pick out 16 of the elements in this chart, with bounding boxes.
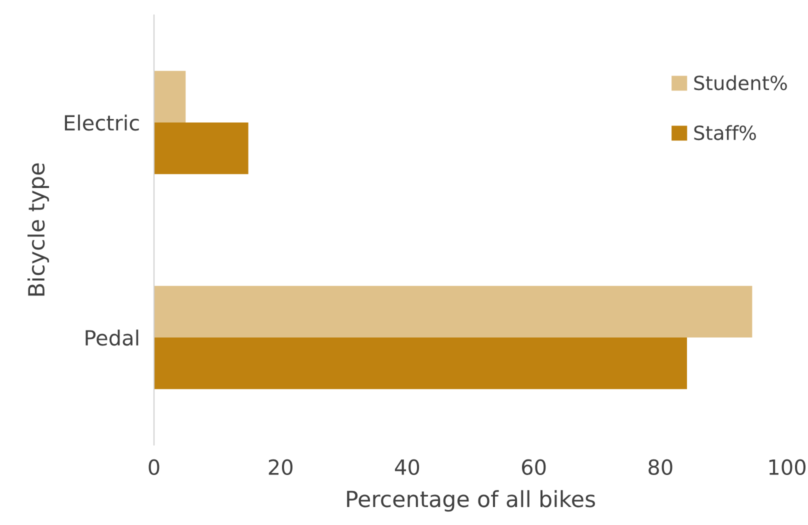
bar [154,70,186,122]
y-tick-label: Electric [64,114,139,131]
x-tick-label: 0 [148,459,160,476]
y-axis-title: Bicycle type [28,163,50,296]
x-tick-label: 20 [268,459,292,476]
bar [154,338,687,390]
x-axis-title: Percentage of all bikes [347,490,595,512]
y-tick-label: Pedal [86,330,138,346]
x-tick-label: 100 [769,459,806,476]
x-tick-label: 40 [394,459,420,476]
legend-label: Staff% [694,125,756,140]
bar [154,286,752,338]
x-tick-label: 60 [522,459,546,476]
legend-label: Student% [694,75,787,90]
x-tick-label: 80 [648,459,672,476]
bar [154,122,248,174]
